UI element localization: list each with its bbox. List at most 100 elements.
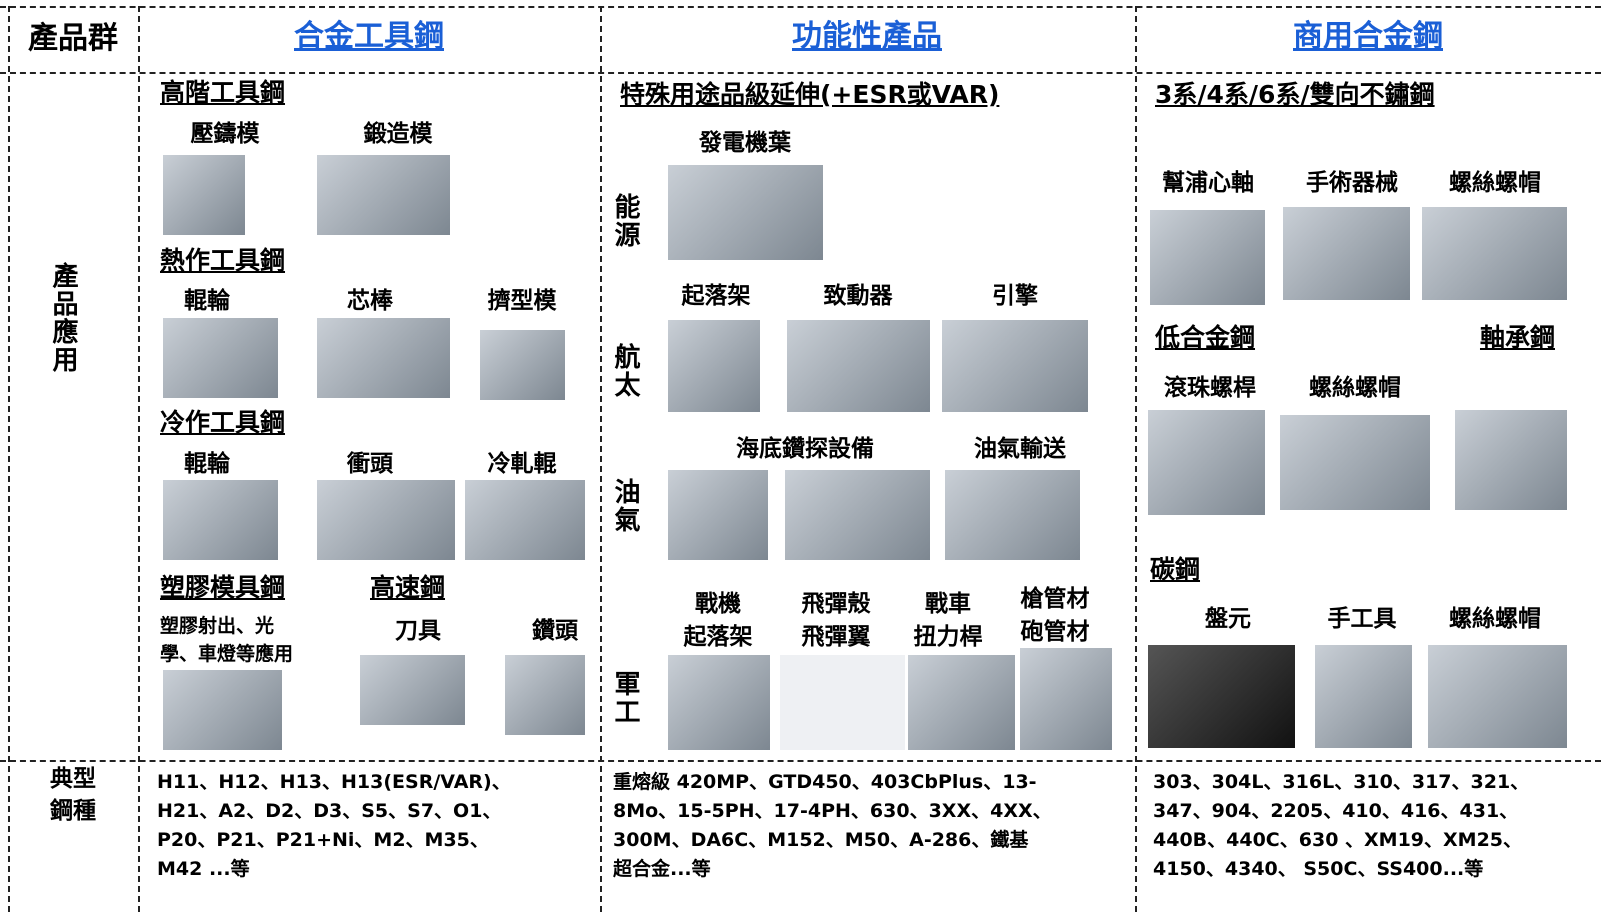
steel-grades: 8Mo、15-5PH、17-4PH、630、3XX、4XX、 bbox=[613, 800, 1052, 822]
item-label: 輥輪 bbox=[184, 288, 230, 314]
row-label: 產品應用 bbox=[48, 262, 78, 374]
row-label: 典型 bbox=[50, 766, 96, 792]
photo bbox=[668, 320, 760, 412]
group-title: 特殊用途品級延伸(+ESR或VAR) bbox=[620, 80, 1000, 109]
item-label: 砲管材 bbox=[1020, 619, 1090, 645]
steel-grades: 303、304L、316L、310、317、321、 bbox=[1153, 771, 1530, 793]
row-label: 鋼種 bbox=[50, 798, 96, 824]
note: 塑膠射出、光 bbox=[160, 615, 275, 637]
note: 學、車燈等應用 bbox=[160, 643, 294, 665]
item-label: 壓鑄模 bbox=[190, 121, 260, 147]
photo bbox=[163, 480, 278, 560]
photo bbox=[942, 320, 1088, 412]
group-title: 塑膠模具鋼 bbox=[160, 573, 286, 602]
photo bbox=[163, 670, 282, 750]
photo bbox=[163, 155, 245, 235]
photo bbox=[1020, 648, 1112, 750]
photo bbox=[1148, 410, 1265, 515]
item-label: 幫浦心軸 bbox=[1162, 170, 1254, 196]
item-label: 刀具 bbox=[395, 618, 441, 644]
photo bbox=[505, 655, 585, 735]
steel-grades: 重熔級 420MP、GTD450、403CbPlus、13- bbox=[613, 771, 1037, 793]
group-title: 高階工具鋼 bbox=[160, 78, 286, 107]
sector-label: 航太 bbox=[610, 343, 640, 399]
item-label: 海底鑽探設備 bbox=[736, 436, 874, 462]
group-title: 低合金鋼 bbox=[1155, 323, 1256, 352]
photo bbox=[317, 480, 455, 560]
item-label: 飛彈翼 bbox=[801, 624, 871, 650]
photo bbox=[780, 655, 905, 750]
border bbox=[0, 72, 1601, 74]
steel-grades: 347、904、2205、410、416、431、 bbox=[1153, 800, 1519, 822]
photo bbox=[668, 470, 768, 560]
photo bbox=[1455, 410, 1567, 510]
item-label: 扭力桿 bbox=[913, 624, 983, 650]
border bbox=[0, 760, 1601, 762]
group-title: 熱作工具鋼 bbox=[160, 246, 286, 275]
item-label: 冷軋輥 bbox=[487, 451, 557, 477]
border bbox=[8, 6, 10, 912]
steel-grades: 超合金...等 bbox=[613, 858, 711, 880]
item-label: 起落架 bbox=[681, 283, 751, 309]
border bbox=[1135, 6, 1137, 912]
item-label: 衝頭 bbox=[347, 451, 393, 477]
item-label: 鑽頭 bbox=[532, 618, 578, 644]
photo bbox=[1428, 645, 1567, 748]
item-label: 致動器 bbox=[823, 283, 893, 309]
item-label: 擠型模 bbox=[487, 288, 557, 314]
steel-grades: 300M、DA6C、M152、M50、A-286、鐵基 bbox=[613, 829, 1029, 851]
photo bbox=[1148, 645, 1295, 748]
item-label: 鍛造模 bbox=[363, 121, 433, 147]
photo bbox=[1422, 207, 1567, 300]
item-label: 螺絲螺帽 bbox=[1449, 606, 1541, 632]
photo bbox=[787, 320, 930, 412]
item-label: 戰機 bbox=[695, 591, 741, 617]
photo bbox=[785, 470, 930, 560]
steel-grades: M42 ...等 bbox=[157, 858, 250, 880]
photo bbox=[908, 655, 1015, 750]
photo bbox=[360, 655, 465, 725]
steel-grades: 4150、4340、 S50C、SS400...等 bbox=[1153, 858, 1484, 880]
item-label: 芯棒 bbox=[347, 288, 393, 314]
item-label: 滾珠螺桿 bbox=[1164, 375, 1256, 401]
header-label: 產品群 bbox=[28, 21, 118, 56]
photo bbox=[1315, 645, 1412, 748]
steel-grades: H21、A2、D2、D3、S5、S7、O1、 bbox=[157, 800, 502, 822]
border bbox=[138, 6, 140, 912]
photo bbox=[1280, 415, 1430, 510]
header-link[interactable]: 合金工具鋼 bbox=[294, 19, 444, 54]
item-label: 螺絲螺帽 bbox=[1449, 170, 1541, 196]
group-title: 冷作工具鋼 bbox=[160, 408, 286, 437]
header-link[interactable]: 功能性產品 bbox=[792, 19, 942, 54]
photo bbox=[668, 655, 770, 750]
steel-grades: P20、P21、P21+Ni、M2、M35、 bbox=[157, 829, 489, 851]
item-label: 螺絲螺帽 bbox=[1309, 375, 1401, 401]
header-link[interactable]: 商用合金鋼 bbox=[1293, 19, 1443, 54]
sector-label: 軍工 bbox=[610, 670, 640, 726]
item-label: 起落架 bbox=[683, 624, 753, 650]
photo bbox=[480, 330, 565, 400]
photo bbox=[163, 318, 278, 398]
item-label: 戰車 bbox=[925, 591, 971, 617]
item-label: 引擎 bbox=[992, 283, 1038, 309]
item-label: 槍管材 bbox=[1020, 586, 1090, 612]
item-label: 輥輪 bbox=[184, 451, 230, 477]
photo bbox=[668, 165, 823, 260]
item-label: 盤元 bbox=[1205, 606, 1251, 632]
photo bbox=[945, 470, 1080, 560]
photo bbox=[317, 155, 450, 235]
item-label: 油氣輸送 bbox=[974, 436, 1066, 462]
sector-label: 油氣 bbox=[610, 478, 640, 534]
steel-grades: H11、H12、H13、H13(ESR/VAR)、 bbox=[157, 771, 511, 793]
steel-grades: 440B、440C、630 、XM19、XM25、 bbox=[1153, 829, 1523, 851]
item-label: 手工具 bbox=[1327, 606, 1397, 632]
group-title: 高速鋼 bbox=[370, 573, 446, 602]
group-title: 軸承鋼 bbox=[1479, 323, 1555, 352]
item-label: 飛彈殼 bbox=[801, 591, 871, 617]
photo bbox=[317, 318, 450, 398]
sector-label: 能源 bbox=[610, 193, 640, 249]
item-label: 發電機葉 bbox=[699, 130, 791, 156]
photo bbox=[1283, 207, 1410, 300]
